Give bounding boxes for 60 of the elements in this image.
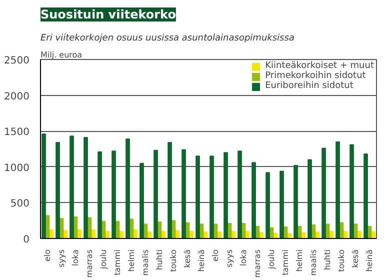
bar <box>294 164 298 238</box>
x-tick-label: joulu <box>267 249 276 270</box>
x-tick-label: marras <box>253 250 262 278</box>
bar <box>196 156 200 238</box>
x-tick-label: kesä <box>183 249 192 268</box>
bar <box>350 144 354 238</box>
x-tick-label: tammi <box>281 249 290 276</box>
bar <box>308 159 312 238</box>
bar <box>168 142 172 238</box>
bar <box>84 137 88 238</box>
bar <box>154 150 158 238</box>
bar <box>322 148 326 238</box>
legend-label: Euriboreihin sidotut <box>265 81 354 91</box>
bar <box>56 142 60 238</box>
x-tick-label: tammi <box>113 249 122 276</box>
y-tick-label: 500 <box>10 198 30 210</box>
x-tick-label: huhti <box>155 249 164 270</box>
bar <box>98 151 102 238</box>
x-tick-label: elo <box>211 249 220 262</box>
x-tick-label: marras <box>85 250 94 278</box>
y-tick-label: 1000 <box>4 162 30 174</box>
x-tick-label: syys <box>57 249 66 268</box>
x-tick-label: joulu <box>99 249 108 270</box>
bar <box>182 149 186 238</box>
x-tick-label: heinä <box>365 249 374 272</box>
x-tick-label: helmi <box>127 249 136 272</box>
bar <box>364 154 368 238</box>
x-tick-label: elo <box>43 249 52 262</box>
bar <box>70 136 74 238</box>
bar <box>280 170 284 238</box>
x-tick-label: maalis <box>141 249 150 276</box>
bar <box>140 162 144 238</box>
bar <box>252 162 256 238</box>
x-tick-label: touko <box>169 249 178 272</box>
bar <box>42 133 46 238</box>
bar <box>336 141 340 238</box>
x-tick-label: maalis <box>309 249 318 276</box>
x-tick-label: loka <box>71 249 80 266</box>
x-tick-label: huhti <box>323 249 332 270</box>
bar <box>112 150 116 238</box>
chart-title: Suosituin viitekorko <box>40 8 176 22</box>
y-tick-label: 1500 <box>4 127 30 138</box>
x-tick-label: touko <box>337 249 346 272</box>
x-tick-label: loka <box>239 249 248 266</box>
legend-label: Primekorkoihin sidotut <box>265 71 366 81</box>
bar <box>224 152 228 238</box>
x-tick-label: kesä <box>351 249 360 268</box>
bar <box>266 172 270 238</box>
y-axis-title: Milj. euroa <box>40 50 82 60</box>
y-tick-label: 2000 <box>4 91 30 102</box>
x-tick-label: helmi <box>295 249 304 272</box>
chart-subtitle: Eri viitekorkojen osuus uusissa asuntolainasopimuksissa <box>40 34 294 44</box>
y-tick-label: 2500 <box>4 56 30 66</box>
x-tick-label: heinä <box>197 249 206 272</box>
x-tick-label: syys <box>225 249 234 268</box>
y-tick-label: 0 <box>23 234 30 246</box>
legend-label: Kiinteäkorkoiset + muut <box>265 61 374 71</box>
bar <box>238 150 242 238</box>
bar <box>126 138 130 238</box>
bar <box>210 156 214 238</box>
